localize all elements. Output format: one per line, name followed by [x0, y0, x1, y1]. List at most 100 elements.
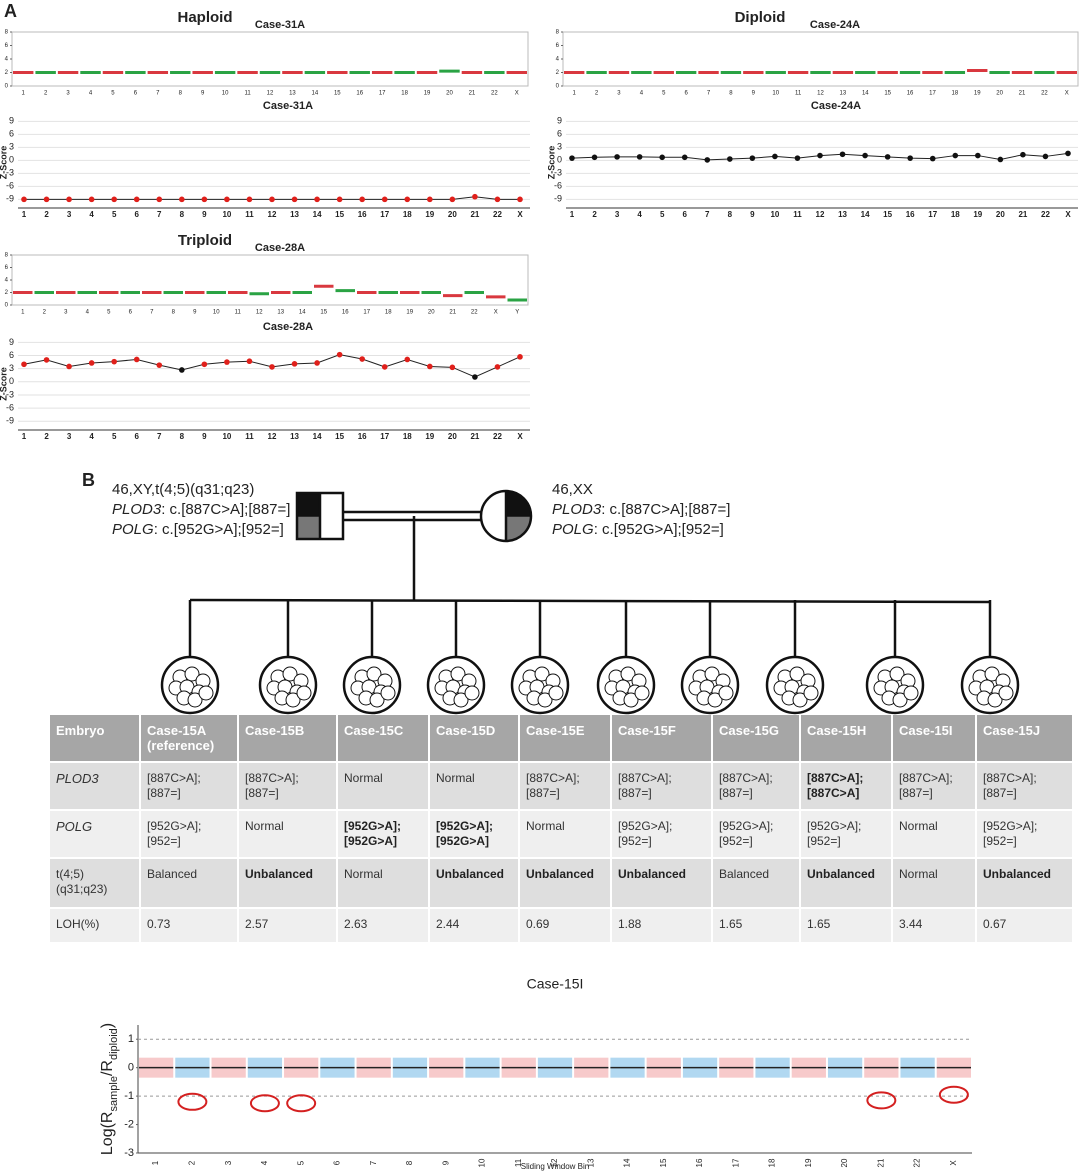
point: [381, 364, 388, 370]
point: [472, 374, 478, 380]
table-cell: [887C>A]; [887=]: [977, 763, 1072, 809]
x-tick-label: 13: [838, 210, 847, 219]
y-tick-label: -3: [6, 389, 14, 399]
table-cell: Normal: [239, 811, 336, 857]
point: [224, 196, 230, 203]
x-tick-label: 18: [768, 1158, 777, 1167]
point: [381, 196, 388, 203]
table-row: PLOD3 [887C>A]; [887=] [887C>A]; [887=] Nor…: [50, 763, 1072, 809]
x-tick-label: 7: [157, 210, 162, 219]
point: [772, 153, 778, 160]
point: [66, 363, 72, 370]
x-tick-label: 8: [729, 91, 733, 97]
variant: POLG: c.[952G>A];[952=]: [112, 521, 284, 538]
cell: [620, 666, 636, 682]
point: [88, 196, 95, 203]
table-cell: 3.44: [893, 909, 975, 942]
annotation-circle: [866, 1091, 897, 1110]
cell: [464, 685, 480, 701]
x-tick-label: 18: [403, 210, 412, 219]
x-tick-label: 12: [816, 210, 825, 219]
table-cell: Normal: [893, 811, 975, 857]
x-tick-label: 7: [369, 1160, 378, 1165]
genotype-table: Embryo Case-15A (reference) Case-15B Case-1…: [48, 713, 1074, 944]
point: [201, 196, 208, 203]
x-tick-label: 16: [358, 432, 367, 441]
x-tick-label: 19: [973, 210, 982, 219]
chart-title: Diploid: [735, 9, 786, 26]
header-cell: Case-15D: [430, 715, 518, 761]
point: [133, 196, 140, 203]
cell: [282, 666, 298, 682]
x-tick-label: 2: [44, 210, 49, 219]
x-tick-label: 13: [586, 1158, 595, 1167]
x-tick-label: 9: [202, 210, 207, 219]
x-tick-label: 7: [157, 432, 162, 441]
x-tick-label: 8: [180, 210, 185, 219]
x-tick-label: 14: [861, 210, 870, 219]
x-tick-label: 1: [151, 1160, 160, 1165]
x-tick-label: 15: [884, 91, 891, 97]
point: [839, 151, 846, 158]
x-tick-label: 1: [570, 210, 575, 219]
y-tick-label: 2: [5, 290, 9, 296]
x-tick-label: 9: [750, 210, 755, 219]
x-tick-label: 15: [659, 1158, 668, 1167]
annotation-circle: [286, 1094, 317, 1113]
point: [817, 152, 823, 159]
header-cell: Embryo: [50, 715, 139, 761]
x-tick-label: 12: [256, 310, 263, 316]
x-tick-label: 8: [172, 310, 176, 316]
x-tick-label: 20: [428, 310, 435, 316]
x-tick-label: 10: [222, 210, 231, 219]
cell: [369, 692, 385, 708]
x-tick-label: 6: [134, 91, 138, 97]
x-tick-label: 9: [193, 310, 197, 316]
point: [224, 359, 230, 365]
y-tick-label: 0: [9, 376, 14, 386]
variant-text: : c.[952G>A];[952=]: [594, 521, 724, 538]
table-cell: 0.73: [141, 909, 237, 942]
point: [591, 154, 598, 161]
cell: [718, 685, 734, 701]
x-tick-label: 21: [449, 310, 456, 316]
x-tick-label: 9: [752, 91, 756, 97]
table-cell: [952G>A]; [952=]: [977, 811, 1072, 857]
cell: [198, 685, 214, 701]
row-label: POLG: [50, 811, 139, 857]
x-tick-label: 15: [320, 310, 327, 316]
cell: [380, 685, 396, 701]
point: [269, 196, 275, 203]
chart-title: Haploid: [178, 9, 233, 26]
y-tick-label: 9: [557, 116, 562, 126]
table-cell: [952G>A]; [952G>A]: [338, 811, 428, 857]
point: [179, 196, 185, 203]
y-tick-label: -1: [124, 1090, 134, 1102]
y-tick-label: 1: [128, 1033, 134, 1045]
y-tick-label: 0: [9, 155, 14, 165]
table-cell: [887C>A]; [887C>A]: [801, 763, 891, 809]
y-axis-label-part: Log(R: [99, 1112, 116, 1156]
table-cell: Balanced: [141, 859, 237, 907]
x-tick-label: 10: [213, 310, 220, 316]
point: [43, 357, 50, 363]
x-tick-label: 16: [695, 1158, 704, 1167]
row-label: t(4;5) (q31;q23): [50, 859, 139, 907]
header-cell: Case-15B: [239, 715, 336, 761]
x-tick-label: 18: [385, 310, 392, 316]
x-tick-label: 6: [333, 1160, 342, 1165]
point: [111, 196, 117, 203]
x-tick-label: 11: [245, 432, 254, 441]
x-tick-label: 19: [424, 91, 431, 97]
point: [704, 157, 711, 163]
point: [997, 156, 1004, 163]
point: [1065, 150, 1071, 157]
annotation-circle: [177, 1092, 208, 1111]
header-row: Embryo Case-15A (reference) Case-15B Case-1…: [50, 715, 1072, 761]
x-tick-label: 3: [617, 91, 621, 97]
chart-subtitle: Case-28A: [255, 242, 305, 254]
y-tick-label: 3: [557, 142, 562, 152]
x-tick-label: X: [515, 91, 519, 97]
x-tick-label: 11: [244, 91, 251, 97]
table-cell: Balanced: [713, 859, 799, 907]
